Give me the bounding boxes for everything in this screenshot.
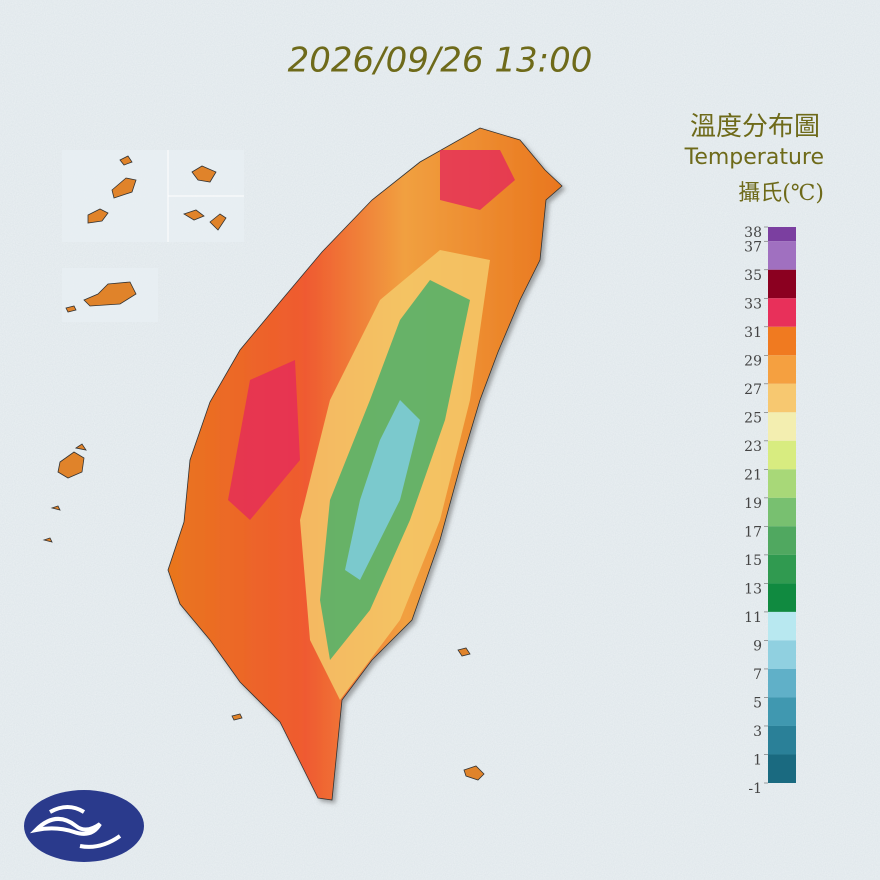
tick-label: 21 [744,467,762,483]
tick-label: 27 [744,382,762,398]
color-bin [768,611,796,641]
color-bin [768,554,796,584]
tick-label: 13 [744,581,762,597]
tick-label: 38 [744,225,762,241]
tick-label: 7 [753,667,762,683]
peaks [345,400,420,580]
tick-label: 19 [744,496,762,512]
islands [42,155,485,781]
tick-label: 25 [744,410,762,426]
color-bin [768,412,796,441]
color-bin [768,241,796,270]
tick-label: 37 [744,239,762,255]
tick-label: 17 [744,524,762,540]
tick-label: 5 [753,695,762,711]
color-bin [768,725,796,755]
tick-label: 23 [744,439,762,455]
color-bin [768,697,796,726]
legend-unit: 攝氏(℃) [738,181,824,206]
color-bin [768,668,796,698]
color-bin [768,640,796,669]
color-bin [768,355,796,384]
color-bin [768,583,796,612]
color-bin [768,440,796,470]
tick-label: 11 [744,610,762,626]
tick-label: 9 [753,638,762,654]
hot-zone [228,150,515,520]
tick-label: 3 [753,724,762,740]
color-bin [768,754,796,783]
tick-label: 35 [744,268,762,284]
color-bin [768,298,796,327]
legend-title: 溫度分布圖 [690,112,820,142]
color-bin [768,469,796,498]
tick-label: 15 [744,553,762,569]
color-bin [768,269,796,299]
legend-subtitle: Temperature [684,145,824,170]
color-bin [768,497,796,527]
logo-swirl [29,805,122,849]
tick-label: 29 [744,353,762,369]
map-title: 2026/09/26 13:00 [288,41,593,81]
color-bin [768,326,796,356]
tick-label: 31 [744,325,762,341]
color-bin [768,383,796,413]
color-bin [768,227,796,242]
tick-label: 33 [744,296,762,312]
tick-label: 1 [753,752,762,768]
color-bin [768,526,796,555]
tick-label: -1 [748,781,762,797]
